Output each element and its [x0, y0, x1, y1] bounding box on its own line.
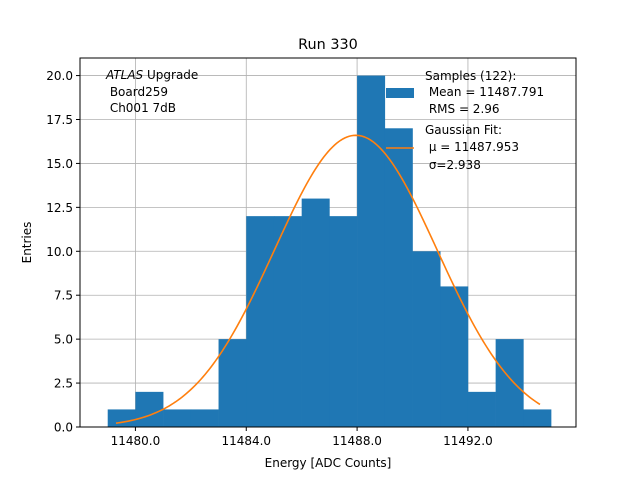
histogram-bar [273, 216, 302, 427]
legend: Samples (122): Mean = 11487.791 RMS = 2.… [386, 69, 544, 172]
histogram-bar [135, 391, 164, 427]
annotation-channel: Ch001 7dB [106, 101, 176, 115]
annotation-board: Board259 [106, 85, 168, 99]
legend-samples-patch [386, 88, 414, 98]
histogram-bar [523, 409, 552, 427]
y-tick-label: 17.5 [46, 113, 73, 127]
legend-samples-mean: Mean = 11487.791 [425, 85, 544, 99]
legend-samples-title: Samples (122): [425, 69, 516, 83]
y-tick-label: 10.0 [46, 245, 73, 259]
histogram-bar [495, 339, 524, 427]
y-tick-label: 7.5 [54, 289, 73, 303]
histogram-bar [440, 286, 469, 427]
gaussian-fit-curve [115, 134, 541, 424]
x-tick-label: 11480.0 [111, 434, 161, 448]
x-tick-label: 11484.0 [221, 434, 271, 448]
legend-fit-sigma: σ=2.938 [425, 158, 481, 172]
histogram-bar [190, 409, 219, 427]
y-tick-label: 12.5 [46, 201, 73, 215]
plot-frame [79, 57, 577, 428]
histogram-bar [357, 75, 386, 428]
y-tick-label: 2.5 [54, 377, 73, 391]
atlas-annotation: ATLAS Upgrade Board259 Ch001 7dB [105, 68, 198, 115]
histogram-bar [218, 339, 247, 427]
legend-fit-mu: μ = 11487.953 [425, 140, 519, 154]
x-axis-label: Energy [ADC Counts] [265, 456, 392, 470]
annotation-line-1: ATLAS Upgrade [105, 68, 198, 82]
chart-title: Run 330 [298, 37, 358, 53]
histogram-bar [163, 409, 192, 427]
histogram-bar [412, 251, 441, 427]
y-tick-label: 0.0 [54, 421, 73, 435]
legend-samples-rms: RMS = 2.96 [425, 102, 500, 116]
annotation-atlas: ATLAS [105, 68, 144, 82]
x-tick-label: 11492.0 [443, 434, 493, 448]
annotation-upgrade: Upgrade [143, 68, 198, 82]
x-axis-ticks: 11480.0 11484.0 11488.0 11492.0 [111, 427, 493, 448]
histogram-bar [107, 409, 136, 427]
histogram-bar [301, 198, 330, 427]
y-tick-label: 20.0 [46, 69, 73, 83]
histogram-bar [246, 216, 275, 427]
y-tick-label: 5.0 [54, 333, 73, 347]
y-axis-label: Entries [20, 222, 34, 264]
y-tick-label: 15.0 [46, 157, 73, 171]
legend-fit-title: Gaussian Fit: [425, 123, 502, 137]
histogram-bars [107, 75, 552, 428]
histogram-bar [467, 391, 496, 427]
histogram-bar [329, 216, 358, 427]
histogram-bar [384, 128, 413, 428]
x-tick-label: 11488.0 [332, 434, 382, 448]
y-axis-ticks: 0.0 2.5 5.0 7.5 10.0 12.5 15.0 17.5 20.0 [46, 69, 80, 435]
